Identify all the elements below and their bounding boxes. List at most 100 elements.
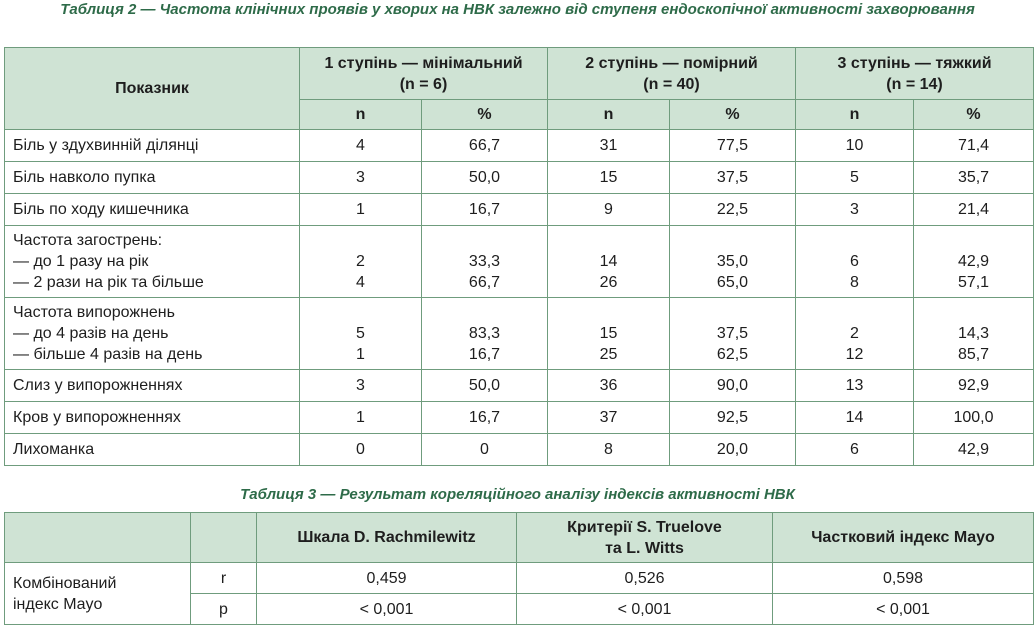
table3-caption: Таблиця 3 — Результат кореляційного анал… [240,486,795,503]
value-cell: 83,3 16,7 [421,297,548,370]
group3-n: (n = 14) [886,75,943,93]
row-label-line2: індекс Mayo [13,595,103,613]
value-cell: 37,5 62,5 [669,297,796,370]
value-cell: 8 [547,433,670,466]
group3-title: 3 ступінь — тяжкий [837,54,992,72]
value-cell: < 0,001 [516,593,773,625]
value-cell: 4 [299,129,422,162]
value-cell: 3 [299,369,422,402]
value-line: 66,7 [468,137,501,154]
value-line: 31 [599,137,618,154]
value-line: 21,4 [957,201,990,218]
row-label-line: — до 1 разу на рік [13,253,149,270]
value-line: 8 [604,441,613,458]
value-cell: 42,9 [912,433,1035,466]
empty-stat-header [190,512,257,563]
row-label: Біль по ходу кишечника [4,193,300,226]
value-line [548,302,669,323]
row-label: Біль навколо пупка [4,161,300,194]
value-line [548,230,669,251]
rachmilewitz-header: Шкала D. Rachmilewitz [256,512,517,563]
row-label: Біль у здухвинній ділянці [4,129,300,162]
value-cell: 36 [547,369,670,402]
table-row: Частота загострень: — до 1 разу на рік — 2… [4,225,1035,298]
value-line: 16,7 [468,346,501,363]
value-line [914,230,1033,251]
table2-caption: Таблиця 2 — Частота клінічних проявів у … [60,1,975,18]
value-line: 20,0 [716,441,749,458]
value-cell: 50,0 [421,369,548,402]
value-cell: 14 26 [547,225,670,298]
value-line: 4 [356,137,365,154]
value-line: 1 [356,346,365,363]
table-row: Лихоманка 0 0 8 20,0 6 42,9 [4,433,1035,466]
group2-header: 2 ступінь — помірний (n = 40) [547,47,796,100]
n-header: n [299,99,422,130]
value-line: 10 [845,137,864,154]
value-cell: 92,9 [912,369,1035,402]
row-label-line: — до 4 разів на день [13,325,169,342]
table-row: Біль у здухвинній ділянці 4 66,7 31 77,5 10 71… [4,129,1035,162]
row-label-line: Біль у здухвинній ділянці [13,137,199,154]
value-line: 12 [845,346,864,363]
value-cell: 10 [795,129,914,162]
value-line: 62,5 [716,346,749,363]
value-cell: 37,5 [669,161,796,194]
indicator-header: Показник [4,47,300,130]
value-cell: 15 [547,161,670,194]
row-label-line: Частота випорожнень [13,304,175,321]
value-line: 4 [356,274,365,291]
pct-header: % [912,99,1035,130]
n-header: n [547,99,670,130]
row-label: Комбінований індекс Mayo [4,562,191,625]
clinical-manifestations-table: Показник 1 ступінь — мінімальний (n = 6)… [4,47,1035,466]
value-line: 92,9 [957,377,990,394]
value-cell: 14,3 85,7 [912,297,1035,370]
value-cell: 31 [547,129,670,162]
value-line: 3 [356,377,365,394]
value-cell: 13 [795,369,914,402]
value-line: 90,0 [716,377,749,394]
value-line [796,302,913,323]
value-cell: 15 25 [547,297,670,370]
value-cell: 42,9 57,1 [912,225,1035,298]
value-line [300,230,421,251]
truelove-header-line1: Критерії S. Truelove [567,518,722,536]
value-cell: 0 [421,433,548,466]
value-line: 1 [356,201,365,218]
row-label-line: Лихоманка [13,441,95,458]
table-row: Біль по ходу кишечника 1 16,7 9 22,5 3 21,4 [4,193,1035,226]
value-line: 2 [356,253,365,270]
value-cell: 35,7 [912,161,1035,194]
stat-cell: p [190,593,257,625]
value-line: 13 [845,377,864,394]
value-cell: 0,598 [772,562,1034,594]
value-cell: 3 [795,193,914,226]
value-cell: 20,0 [669,433,796,466]
value-cell: 77,5 [669,129,796,162]
value-line: 15 [599,325,618,342]
value-cell: < 0,001 [772,593,1034,625]
value-line: 37,5 [716,169,749,186]
value-line: 6 [850,441,859,458]
value-cell: 16,7 [421,401,548,434]
truelove-header: Критерії S. Truelove та L. Witts [516,512,773,563]
value-cell: 5 [795,161,914,194]
value-cell: 2 12 [795,297,914,370]
group1-n: (n = 6) [399,75,448,93]
value-line: 77,5 [716,137,749,154]
value-line: 83,3 [468,325,501,342]
row-label: Слиз у випорожненнях [4,369,300,402]
value-line: 14 [845,409,864,426]
value-cell: 50,0 [421,161,548,194]
value-line: 9 [604,201,613,218]
group2-n: (n = 40) [643,75,700,93]
value-cell: < 0,001 [256,593,517,625]
value-line: 35,0 [716,253,749,270]
value-cell: 92,5 [669,401,796,434]
row-label: Кров у випорожненнях [4,401,300,434]
value-cell: 37 [547,401,670,434]
value-line: 0 [356,441,365,458]
value-line [796,230,913,251]
group3-header: 3 ступінь — тяжкий (n = 14) [794,47,1035,100]
